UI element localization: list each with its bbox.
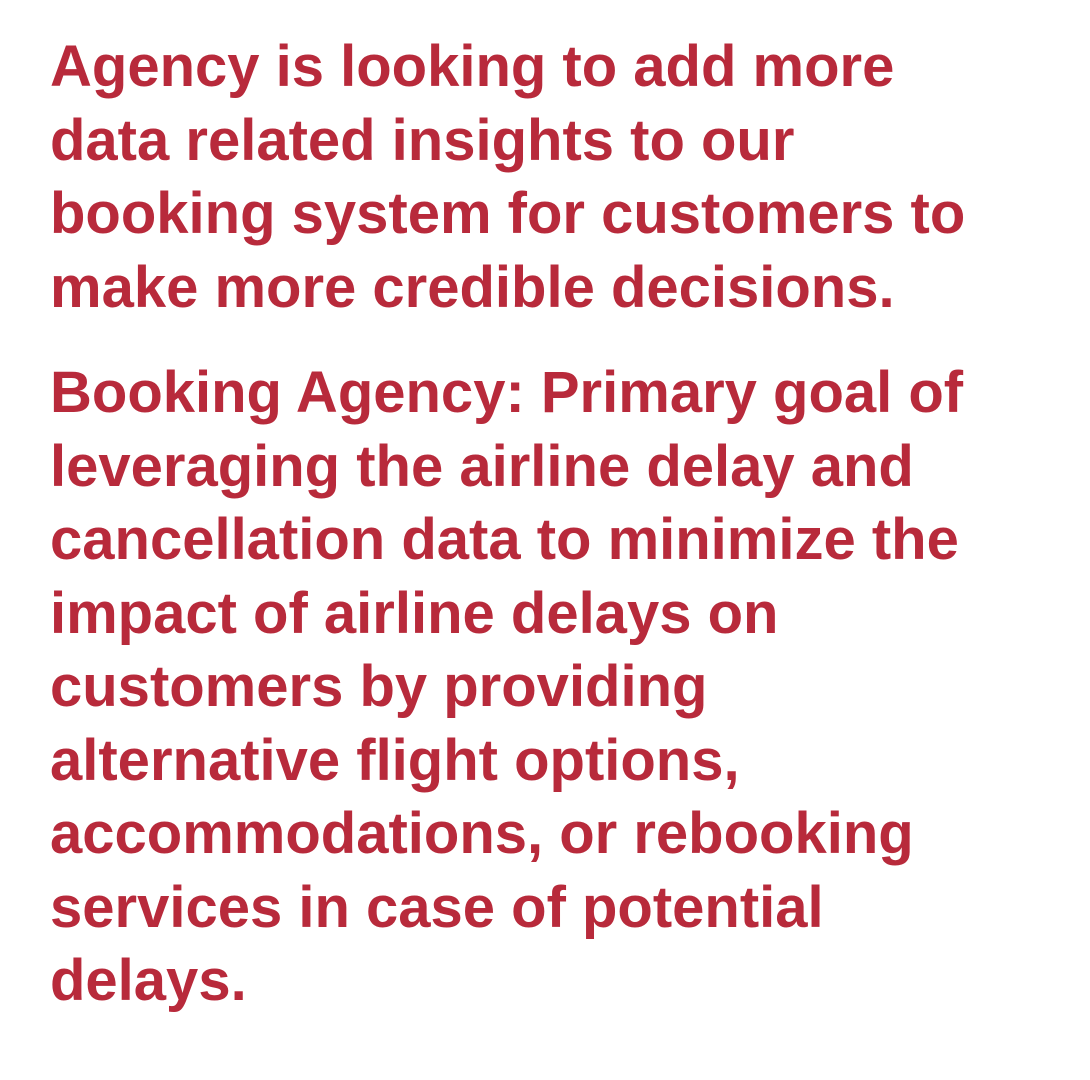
text-line: data related insights to our <box>50 107 795 173</box>
text-line: customers by providing <box>50 654 708 719</box>
text-line: accommodations, or rebooking <box>50 801 914 866</box>
text-line: Agency is looking to add more <box>50 34 895 99</box>
document-page: Agency is looking to add more data relat… <box>50 30 1060 1060</box>
text-line: services in case of potential <box>50 874 824 940</box>
text-line: delays. <box>50 948 247 1013</box>
goal-paragraph: Booking Agency: Primary goal of leveragi… <box>50 356 1060 1018</box>
text-line: leveraging the airline delay and <box>50 433 914 499</box>
text-line: impact of airline delays on <box>50 580 779 646</box>
text-line: Booking Agency: Primary goal of <box>50 360 964 425</box>
text-line: alternative flight options, <box>50 727 740 793</box>
text-line: make more credible decisions. <box>50 254 895 320</box>
text-line: booking system for customers to <box>50 181 966 246</box>
intro-paragraph: Agency is looking to add more data relat… <box>50 30 1060 324</box>
text-line: cancellation data to minimize the <box>50 507 959 572</box>
